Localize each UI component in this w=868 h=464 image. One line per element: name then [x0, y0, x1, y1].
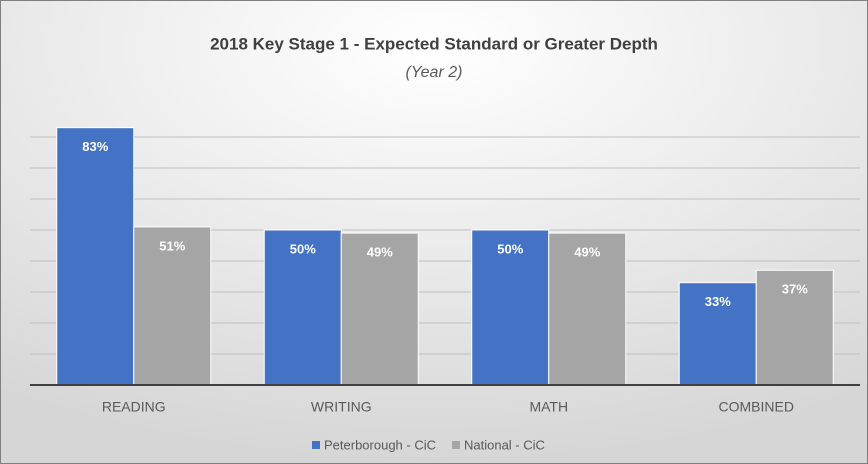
- legend-label: Peterborough - CiC: [324, 437, 436, 452]
- data-label: 49%: [574, 245, 600, 260]
- legend-label: National - CiC: [464, 437, 545, 452]
- bar: [548, 232, 627, 386]
- data-label: 51%: [159, 238, 185, 253]
- data-label: 37%: [782, 282, 808, 297]
- bar: [56, 127, 135, 386]
- x-tick-label: WRITING: [311, 399, 372, 415]
- chart-title: 2018 Key Stage 1 - Expected Standard or …: [210, 34, 658, 53]
- data-label: 50%: [290, 241, 316, 256]
- bar: [755, 269, 834, 386]
- x-tick-label: MATH: [529, 399, 568, 415]
- x-tick-label: READING: [102, 399, 166, 415]
- data-label: 83%: [82, 139, 108, 154]
- data-label: 49%: [367, 245, 393, 260]
- legend-swatch: [312, 441, 320, 449]
- legend-swatch: [452, 441, 460, 449]
- bar: [678, 282, 757, 386]
- x-tick-label: COMBINED: [719, 399, 794, 415]
- data-label: 33%: [705, 294, 731, 309]
- data-label: 50%: [497, 241, 523, 256]
- chart-subtitle: (Year 2): [406, 64, 463, 81]
